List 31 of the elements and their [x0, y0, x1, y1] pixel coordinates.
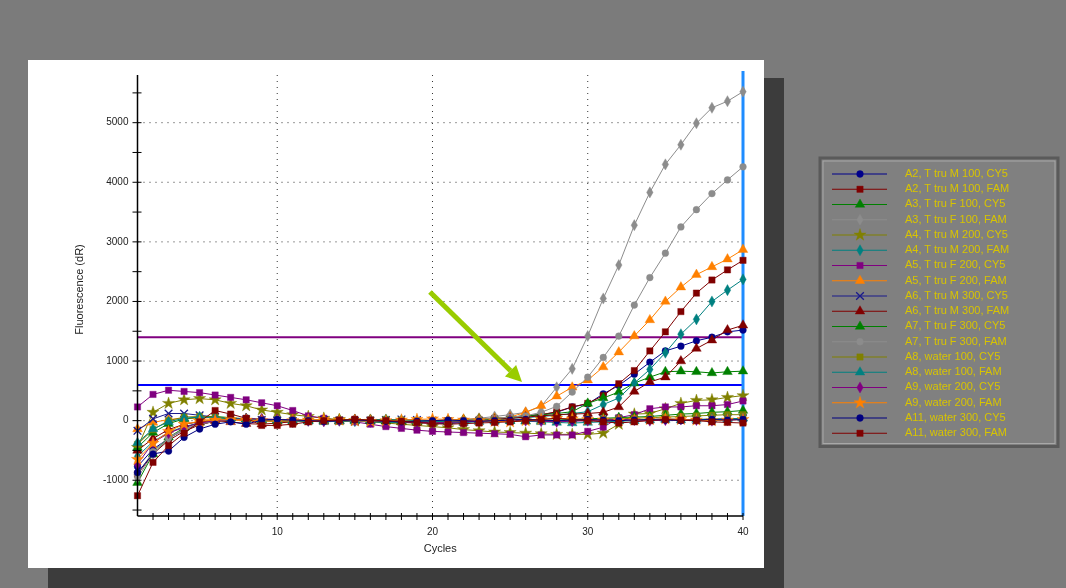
legend-label: A8, water 100, CY5	[905, 349, 1001, 362]
legend-label: A7, T tru F 300, FAM	[905, 334, 1007, 347]
legend-label: A3, T tru F 100, FAM	[905, 212, 1007, 225]
legend-label: A7, T tru F 300, CY5	[905, 319, 1006, 332]
y-tick-label: 3000	[106, 235, 129, 247]
legend-label: A4, T tru M 200, CY5	[905, 227, 1008, 240]
x-tick-label: 10	[271, 525, 284, 537]
legend-label: A2, T tru M 100, CY5	[905, 166, 1008, 179]
legend-label: A2, T tru M 100, FAM	[905, 182, 1010, 195]
legend-label: A6, T tru M 300, CY5	[905, 288, 1008, 301]
y-tick-label: 4000	[106, 175, 129, 187]
y-tick-label: 2000	[106, 295, 129, 307]
legend-label: A9, water 200, FAM	[905, 395, 1002, 408]
legend-label: A6, T tru M 300, FAM	[905, 304, 1010, 317]
legend-label: A5, T tru F 200, FAM	[905, 273, 1007, 286]
legend-label: A4, T tru M 200, FAM	[905, 243, 1010, 256]
legend-label: A8, water 100, FAM	[905, 365, 1002, 378]
y-tick-label: -1000	[102, 473, 129, 485]
legend-label: A3, T tru F 100, CY5	[905, 197, 1006, 210]
legend-label: A9, water 200, CY5	[905, 380, 1001, 393]
x-axis-title: Cycles	[423, 541, 458, 554]
y-tick-label: 0	[122, 414, 129, 426]
x-tick-label: 20	[426, 525, 439, 537]
legend-label: A5, T tru F 200, CY5	[905, 258, 1006, 271]
y-axis-title: Fluorescence (dR)	[72, 244, 85, 335]
y-tick-label: 5000	[106, 116, 129, 128]
x-tick-label: 30	[582, 525, 594, 537]
legend-label: A11, water 300, FAM	[905, 426, 1007, 439]
x-tick-label: 40	[737, 525, 749, 537]
y-tick-label: 1000	[106, 354, 129, 366]
legend-label: A11, water 300, CY5	[905, 410, 1006, 423]
